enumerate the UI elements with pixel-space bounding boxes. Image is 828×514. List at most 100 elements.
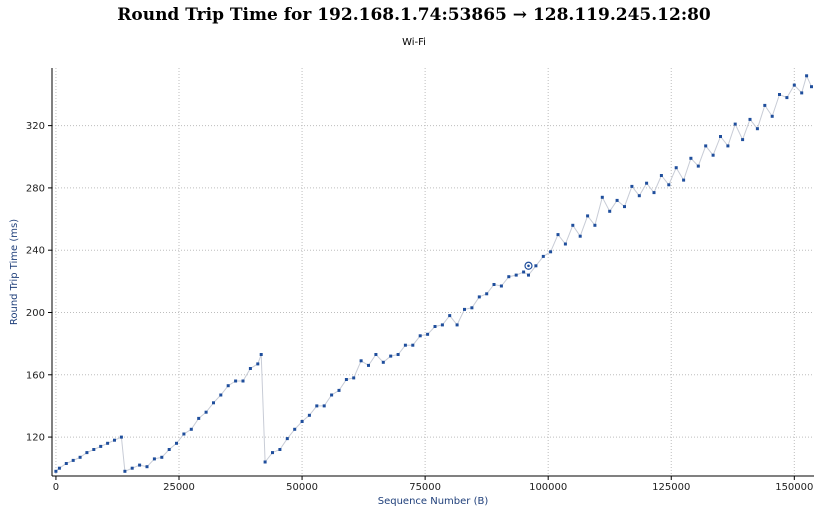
data-point[interactable]: [704, 144, 708, 148]
data-point[interactable]: [278, 448, 282, 451]
data-point[interactable]: [571, 223, 575, 227]
data-point[interactable]: [138, 463, 142, 467]
data-point[interactable]: [630, 184, 634, 188]
data-point[interactable]: [263, 460, 267, 464]
data-point[interactable]: [659, 174, 663, 177]
data-point[interactable]: [785, 96, 789, 100]
data-point[interactable]: [770, 114, 774, 118]
data-point[interactable]: [586, 214, 590, 218]
data-point[interactable]: [204, 410, 208, 414]
data-point[interactable]: [64, 462, 68, 465]
data-point[interactable]: [175, 441, 178, 445]
data-point[interactable]: [271, 451, 274, 455]
data-point[interactable]: [219, 393, 223, 397]
data-point[interactable]: [800, 91, 804, 95]
data-point[interactable]: [374, 353, 378, 356]
data-point[interactable]: [810, 85, 813, 89]
data-point[interactable]: [615, 198, 619, 202]
data-point[interactable]: [300, 420, 304, 423]
data-point[interactable]: [396, 353, 400, 356]
selected-point-ring[interactable]: [524, 261, 533, 270]
data-point[interactable]: [578, 234, 582, 238]
data-point[interactable]: [667, 183, 671, 187]
data-point[interactable]: [367, 363, 370, 367]
data-point[interactable]: [307, 413, 311, 417]
data-point[interactable]: [485, 292, 489, 296]
data-point[interactable]: [359, 359, 363, 363]
data-point[interactable]: [637, 194, 641, 198]
data-point[interactable]: [389, 354, 393, 358]
data-point[interactable]: [455, 323, 459, 327]
data-point[interactable]: [119, 435, 123, 439]
data-point[interactable]: [563, 242, 567, 246]
data-point[interactable]: [556, 233, 560, 237]
data-point[interactable]: [711, 153, 715, 157]
data-point[interactable]: [623, 205, 626, 209]
data-point[interactable]: [123, 469, 127, 473]
data-point[interactable]: [99, 444, 103, 448]
data-point[interactable]: [167, 448, 171, 451]
data-point[interactable]: [522, 270, 526, 274]
data-point[interactable]: [256, 362, 260, 366]
data-point[interactable]: [212, 401, 215, 405]
data-point[interactable]: [492, 283, 496, 286]
data-point[interactable]: [330, 393, 334, 397]
data-point[interactable]: [600, 195, 604, 199]
data-point[interactable]: [805, 74, 809, 78]
data-point[interactable]: [71, 458, 75, 462]
data-point[interactable]: [57, 466, 61, 470]
data-point[interactable]: [285, 437, 289, 441]
data-point[interactable]: [499, 284, 503, 288]
data-point[interactable]: [448, 314, 452, 318]
data-point[interactable]: [85, 451, 89, 455]
data-point[interactable]: [182, 432, 186, 436]
selected-point[interactable]: [524, 261, 533, 270]
data-point[interactable]: [344, 378, 348, 381]
data-point[interactable]: [226, 384, 230, 388]
data-point[interactable]: [778, 93, 781, 96]
data-point[interactable]: [527, 273, 530, 277]
data-point[interactable]: [748, 117, 752, 121]
data-point[interactable]: [470, 306, 474, 310]
data-point[interactable]: [145, 465, 149, 469]
data-point[interactable]: [259, 353, 263, 356]
data-point[interactable]: [433, 325, 437, 328]
data-point[interactable]: [92, 448, 96, 451]
data-point[interactable]: [652, 191, 656, 195]
data-point[interactable]: [755, 127, 759, 131]
data-point[interactable]: [682, 178, 686, 182]
data-point[interactable]: [322, 404, 326, 408]
data-point[interactable]: [337, 388, 341, 392]
data-point[interactable]: [418, 334, 422, 338]
data-point[interactable]: [507, 275, 511, 279]
data-point[interactable]: [189, 427, 193, 431]
data-point[interactable]: [241, 379, 245, 383]
data-point[interactable]: [293, 427, 297, 431]
data-point[interactable]: [113, 438, 116, 442]
data-point[interactable]: [741, 138, 745, 142]
data-point[interactable]: [477, 295, 481, 299]
data-point[interactable]: [352, 376, 356, 380]
data-point[interactable]: [549, 250, 553, 254]
data-point[interactable]: [726, 144, 730, 148]
data-point[interactable]: [426, 332, 430, 336]
data-point[interactable]: [645, 181, 649, 185]
data-point[interactable]: [763, 103, 767, 107]
data-point[interactable]: [403, 343, 407, 347]
data-point[interactable]: [534, 264, 538, 268]
data-point[interactable]: [674, 166, 678, 170]
data-point[interactable]: [315, 404, 319, 408]
data-point[interactable]: [719, 135, 722, 138]
data-point[interactable]: [696, 164, 700, 168]
data-point[interactable]: [381, 360, 385, 364]
data-point[interactable]: [440, 323, 444, 327]
data-point[interactable]: [106, 441, 110, 445]
data-point[interactable]: [130, 466, 134, 470]
data-point[interactable]: [733, 122, 737, 126]
data-point[interactable]: [152, 457, 156, 461]
data-point[interactable]: [248, 367, 252, 370]
data-point[interactable]: [593, 223, 597, 227]
data-point[interactable]: [160, 455, 164, 459]
data-point[interactable]: [608, 209, 612, 213]
